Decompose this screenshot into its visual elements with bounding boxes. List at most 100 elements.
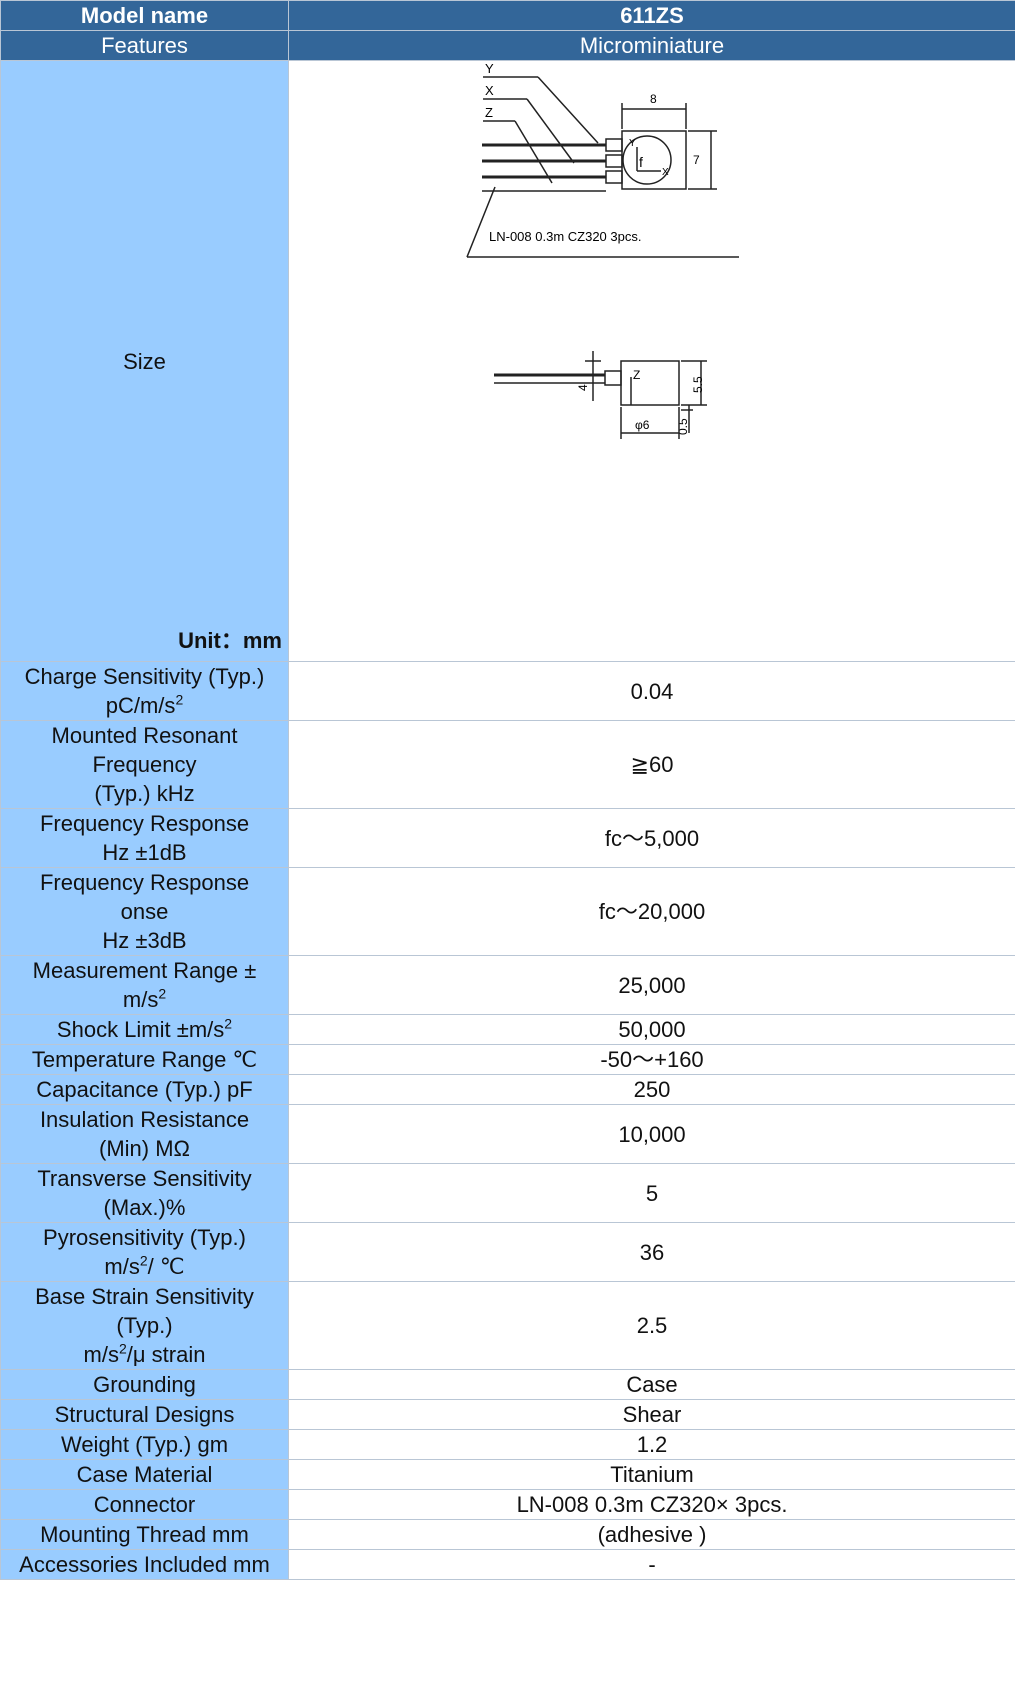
dim-left: 4	[576, 384, 590, 391]
spec-row: Base Strain Sensitivity (Typ.) m/s2/μ stra…	[0, 1281, 1015, 1370]
spec-label: Base Strain Sensitivity (Typ.) m/s2/μ stra…	[0, 1281, 289, 1370]
spec-label-unit: m/s2/μ strain	[1, 1340, 288, 1369]
spec-label: Mounting Thread mm	[0, 1519, 289, 1550]
spec-row: Shock Limit ±m/s2 50,000	[0, 1014, 1015, 1045]
spec-label: Case Material	[0, 1459, 289, 1490]
unit-suffix: / ℃	[147, 1254, 185, 1279]
spec-label-unit: Shock Limit ±m/s2	[1, 1015, 288, 1044]
spec-label-line: Connector	[93, 1492, 196, 1517]
spec-label-line: Transverse Sensitivity	[37, 1166, 252, 1191]
spec-table: Model name 611ZS Features Microminiature…	[0, 0, 1015, 1580]
unit-label: Unit：mm	[178, 628, 282, 653]
spec-label-line: Mounting Thread mm	[40, 1522, 249, 1547]
spec-value: 50,000	[288, 1014, 1015, 1045]
spec-row: Grounding Case	[0, 1369, 1015, 1400]
spec-label-line: Base Strain Sensitivity	[35, 1284, 254, 1309]
size-label: Size	[123, 348, 166, 374]
dim-height: 7	[693, 153, 700, 167]
spec-label-line: Grounding	[93, 1372, 196, 1397]
unit-exponent: 2	[158, 985, 167, 1002]
header-row-features: Features Microminiature	[0, 30, 1015, 61]
spec-value: ≧60	[288, 720, 1015, 809]
spec-row: Charge Sensitivity (Typ.) pC/m/s2 0.04	[0, 661, 1015, 721]
circle-axis-y: Y	[629, 138, 636, 149]
side-view-drawing: Z 4 5.5 0.5	[494, 351, 707, 439]
size-label-cell: Size Unit：mm	[0, 60, 289, 662]
size-drawings: Y X Z	[289, 61, 1015, 661]
spec-value: Case	[288, 1369, 1015, 1400]
spec-label-line: (Min) MΩ	[99, 1136, 190, 1161]
spec-label: Mounted Resonant Frequency (Typ.) kHz	[0, 720, 289, 809]
spec-label: Connector	[0, 1489, 289, 1520]
spec-label-line: Mounted Resonant	[51, 723, 238, 748]
spec-value: fc～20,000	[288, 867, 1015, 956]
spec-label-line: Charge Sensitivity (Typ.)	[24, 664, 265, 689]
unit-exponent: 2	[118, 1340, 127, 1357]
spec-label-line: Hz ±3dB	[102, 928, 187, 953]
spec-row: Mounting Thread mm (adhesive )	[0, 1519, 1015, 1550]
spec-label-line: Temperature Range ℃	[31, 1047, 258, 1072]
features-value: Microminiature	[288, 30, 1015, 61]
model-name-value: 611ZS	[288, 0, 1015, 31]
spec-label: Grounding	[0, 1369, 289, 1400]
spec-value: 5	[288, 1163, 1015, 1223]
dim-width: 8	[650, 92, 657, 106]
cable-note: LN-008 0.3m CZ320 3pcs.	[489, 229, 641, 244]
axis-z-label: Z	[485, 105, 493, 120]
spec-label: Insulation Resistance (Min) MΩ	[0, 1104, 289, 1164]
side-axis-z: Z	[633, 368, 640, 382]
spec-label-line: onse	[120, 899, 169, 924]
spec-label-line: Structural Designs	[54, 1402, 235, 1427]
spec-row: Capacitance (Typ.) pF 250	[0, 1074, 1015, 1105]
spec-label: Capacitance (Typ.) pF	[0, 1074, 289, 1105]
spec-value: Shear	[288, 1399, 1015, 1430]
spec-label: Measurement Range ± m/s2	[0, 955, 289, 1015]
spec-row: Frequency Response onse Hz ±3dB fc～20,000	[0, 867, 1015, 956]
spec-sheet: Model name 611ZS Features Microminiature…	[0, 0, 1015, 1580]
spec-value: 10,000	[288, 1104, 1015, 1164]
unit-exponent: 2	[175, 691, 184, 708]
spec-value: 250	[288, 1074, 1015, 1105]
unit-exponent: 2	[139, 1252, 148, 1269]
spec-row: Accessories Included mm -	[0, 1549, 1015, 1580]
dimension-drawings: Y X Z	[466, 61, 739, 439]
unit-prefix: pC/m/s	[105, 693, 176, 718]
spec-label: Temperature Range ℃	[0, 1044, 289, 1075]
spec-label-line: Case Material	[76, 1462, 213, 1487]
spec-value: Titanium	[288, 1459, 1015, 1490]
spec-label: Shock Limit ±m/s2	[0, 1014, 289, 1045]
spec-label: Structural Designs	[0, 1399, 289, 1430]
circle-axis-x: X	[662, 167, 669, 178]
unit-exponent: 2	[224, 1015, 233, 1032]
spec-value: 25,000	[288, 955, 1015, 1015]
spec-label-line: Accessories Included mm	[19, 1552, 270, 1577]
spec-row: Connector LN-008 0.3m CZ320× 3pcs.	[0, 1489, 1015, 1520]
axis-x-label: X	[485, 83, 494, 98]
spec-label-line: Insulation Resistance	[39, 1107, 250, 1132]
spec-value: 1.2	[288, 1429, 1015, 1460]
spec-row: Mounted Resonant Frequency (Typ.) kHz ≧60	[0, 720, 1015, 809]
circle-mark: f	[639, 154, 643, 170]
spec-label-unit: pC/m/s2	[1, 691, 288, 720]
spec-row: Measurement Range ± m/s2 25,000	[0, 955, 1015, 1015]
spec-label: Frequency Response Hz ±1dB	[0, 808, 289, 868]
features-label: Features	[0, 30, 289, 61]
spec-label-line: Weight (Typ.) gm	[60, 1432, 229, 1457]
spec-label-unit: m/s2/ ℃	[1, 1252, 288, 1281]
spec-value: -	[288, 1549, 1015, 1580]
spec-label-unit: m/s2	[1, 985, 288, 1014]
spec-label-line: Frequency Response	[39, 870, 250, 895]
spec-row: Case Material Titanium	[0, 1459, 1015, 1490]
unit-prefix: m/s	[83, 1342, 119, 1367]
axis-y-label: Y	[485, 61, 494, 76]
spec-label-line: (Typ.) kHz	[94, 781, 195, 806]
spec-label-line: (Typ.)	[116, 1313, 173, 1338]
spec-value: LN-008 0.3m CZ320× 3pcs.	[288, 1489, 1015, 1520]
size-drawing-cell: Y X Z	[288, 60, 1015, 662]
spec-value: 2.5	[288, 1281, 1015, 1370]
unit-prefix: Shock Limit ±m/s	[56, 1017, 225, 1042]
unit-prefix: m/s	[104, 1254, 140, 1279]
spec-row: Insulation Resistance (Min) MΩ 10,000	[0, 1104, 1015, 1164]
spec-value: -50～+160	[288, 1044, 1015, 1075]
unit-prefix: m/s	[122, 987, 159, 1012]
